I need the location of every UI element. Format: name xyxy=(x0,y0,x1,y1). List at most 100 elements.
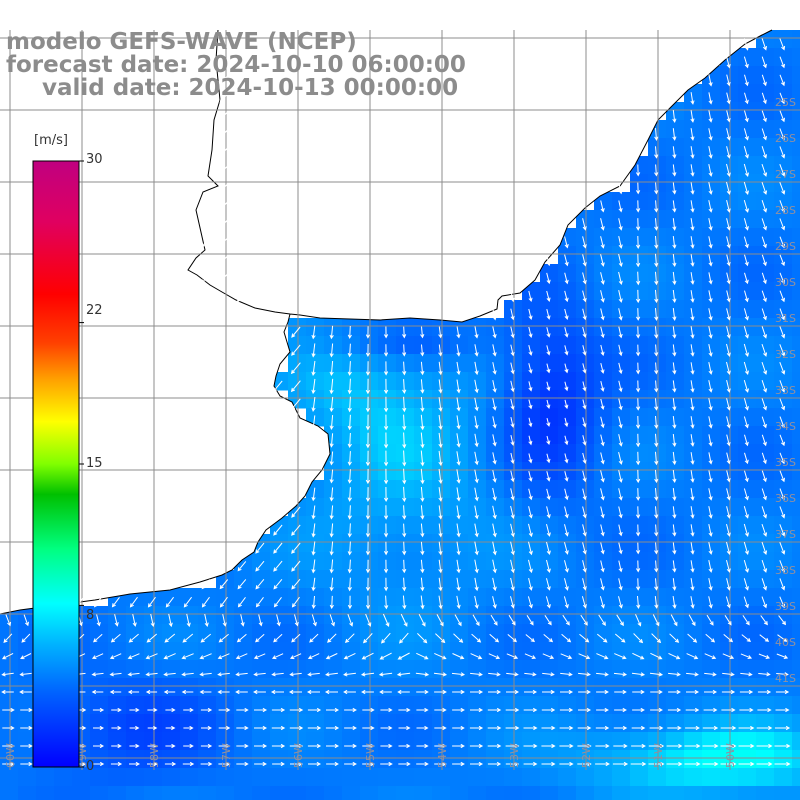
wind-vector xyxy=(636,595,641,610)
wind-vector xyxy=(383,505,389,520)
wind-vector xyxy=(1,672,14,677)
title-model: modelo GEFS-WAVE (NCEP) xyxy=(6,29,357,55)
wind-vector xyxy=(690,398,695,411)
wind-vector xyxy=(726,181,731,196)
wind-vector xyxy=(325,672,338,677)
wind-vector xyxy=(743,506,749,519)
wind-vector xyxy=(311,577,316,592)
wind-vector xyxy=(236,761,249,767)
wind-vector xyxy=(721,707,736,713)
wind-vector xyxy=(91,689,104,695)
wind-vector xyxy=(726,470,731,483)
wind-vector xyxy=(163,672,176,677)
wind-vector xyxy=(672,488,677,501)
wind-vector xyxy=(219,165,229,176)
wind-vector xyxy=(383,326,389,339)
wind-vector xyxy=(690,416,695,429)
wind-vector xyxy=(456,595,461,610)
wind-vector xyxy=(456,505,461,520)
wind-vector xyxy=(381,632,391,644)
wind-vector xyxy=(1,689,14,695)
wind-vector xyxy=(94,597,102,608)
wind-vector xyxy=(528,488,533,501)
wind-vector xyxy=(510,452,515,465)
wind-vector xyxy=(744,254,749,267)
wind-vector xyxy=(165,596,174,608)
wind-vector xyxy=(564,308,569,321)
wind-vector xyxy=(648,761,665,767)
wind-vector xyxy=(708,146,713,159)
wind-vector xyxy=(672,433,677,448)
wind-vector xyxy=(273,273,283,284)
wind-vector xyxy=(708,182,713,195)
wind-vector xyxy=(668,689,681,695)
wind-vector xyxy=(235,672,248,677)
wind-vector xyxy=(564,506,569,519)
wind-vector xyxy=(743,523,749,538)
wind-vector xyxy=(779,110,785,123)
wind-vector xyxy=(329,577,334,592)
wind-vector xyxy=(722,672,735,677)
wind-vector xyxy=(600,470,605,483)
wind-vector xyxy=(438,326,443,339)
wind-vector xyxy=(654,235,659,250)
wind-vector xyxy=(329,523,334,538)
wind-vector xyxy=(492,380,497,393)
wind-vector xyxy=(546,308,551,320)
wind-vector xyxy=(20,761,33,767)
latitude-label: 34S xyxy=(775,420,796,433)
longitude-label: 55W xyxy=(364,743,377,768)
wind-vector xyxy=(708,560,713,573)
wind-vector xyxy=(456,577,461,592)
wind-vector xyxy=(109,672,122,677)
wind-vector xyxy=(632,689,645,695)
wind-vector xyxy=(690,344,695,357)
wind-vector xyxy=(726,506,731,519)
wind-vector xyxy=(19,672,32,677)
wind-vector xyxy=(438,468,443,485)
wind-vector xyxy=(452,689,465,695)
wind-vector xyxy=(564,290,569,303)
wind-vector xyxy=(708,452,713,465)
wind-vector xyxy=(365,559,371,574)
wind-vector xyxy=(690,524,695,537)
latitude-label: 37S xyxy=(775,528,796,541)
wind-vector xyxy=(474,559,479,574)
wind-vector xyxy=(201,237,211,248)
wind-vector xyxy=(779,146,786,159)
wind-vector xyxy=(579,633,590,643)
wind-vector xyxy=(492,416,497,429)
wind-vector xyxy=(618,542,623,555)
wind-vector xyxy=(402,577,407,592)
wind-vector xyxy=(582,272,587,285)
wind-vector xyxy=(726,452,731,465)
wind-vector xyxy=(672,596,677,609)
wind-vector xyxy=(379,652,392,660)
wind-vector xyxy=(361,652,374,660)
wind-vector xyxy=(163,689,176,695)
wind-vector xyxy=(217,672,230,677)
wind-vector xyxy=(546,523,551,537)
wind-vector xyxy=(690,128,695,141)
wind-vector xyxy=(774,743,791,749)
wind-vector xyxy=(672,398,677,411)
wind-vector xyxy=(598,614,606,626)
wind-vector xyxy=(743,578,749,591)
wind-vector xyxy=(492,362,497,375)
wind-vector xyxy=(560,689,574,695)
wind-vector xyxy=(546,345,551,356)
wind-vector xyxy=(347,577,352,592)
wind-vector xyxy=(596,689,609,695)
wind-vector xyxy=(329,451,334,466)
wind-vector xyxy=(779,524,786,537)
wind-vector xyxy=(631,725,646,731)
wind-vector xyxy=(150,613,155,628)
wind-vector xyxy=(708,200,713,213)
wind-vector xyxy=(344,707,357,713)
wind-vector xyxy=(577,725,592,731)
wind-vector xyxy=(635,182,641,195)
wind-vector xyxy=(492,541,497,556)
wind-vector xyxy=(329,325,334,340)
wind-vector xyxy=(398,761,411,767)
latitude-label: 38S xyxy=(775,564,796,577)
